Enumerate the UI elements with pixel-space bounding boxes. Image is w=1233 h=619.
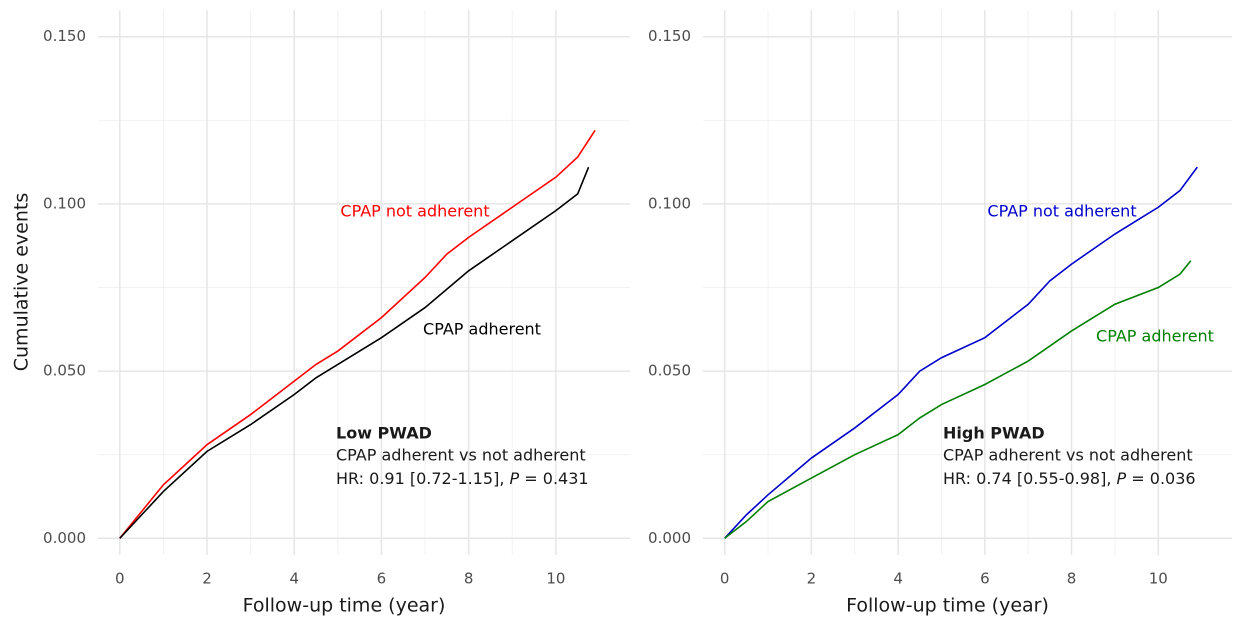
x-tick-label: 8 (1067, 570, 1077, 588)
annotation-title: Low PWAD (336, 424, 432, 443)
y-tick-label: 0.150 (648, 27, 691, 45)
y-tick-label: 0.000 (43, 529, 86, 547)
p-value: = 0.431 (519, 469, 588, 488)
x-tick-label: 4 (289, 570, 299, 588)
y-tick-label: 0.050 (43, 362, 86, 380)
y-tick-label: 0.050 (648, 362, 691, 380)
annotation-line: HR: 0.91 [0.72-1.15], P = 0.431 (336, 469, 589, 488)
hr-text: HR: 0.91 [0.72-1.15], (336, 469, 510, 488)
y-tick-label: 0.150 (43, 27, 86, 45)
annotation-title: High PWAD (943, 424, 1045, 443)
x-tick-label: 0 (115, 570, 125, 588)
hr-text: HR: 0.74 [0.55-0.98], (943, 469, 1117, 488)
series-label: CPAP not adherent (987, 202, 1136, 221)
p-label: P (1117, 469, 1127, 488)
x-tick-label: 6 (980, 570, 990, 588)
y-tick-label: 0.000 (648, 529, 691, 547)
x-tick-label: 8 (464, 570, 474, 588)
p-value: = 0.036 (1126, 469, 1195, 488)
series-label: CPAP adherent (423, 320, 541, 339)
p-label: P (510, 469, 520, 488)
y-axis-title: Cumulative events (11, 193, 33, 372)
line (119, 129, 596, 539)
line (724, 260, 1192, 539)
y-tick-label: 0.100 (43, 194, 86, 212)
x-tick-label: 4 (893, 570, 903, 588)
x-axis-title: Follow-up time (year) (846, 595, 1049, 617)
series-label: CPAP adherent (1096, 327, 1214, 346)
line (119, 166, 590, 539)
x-tick-label: 10 (546, 570, 565, 588)
annotation-line: HR: 0.74 [0.55-0.98], P = 0.036 (943, 469, 1196, 488)
x-tick-label: 2 (807, 570, 817, 588)
x-tick-label: 6 (377, 570, 387, 588)
x-tick-label: 10 (1149, 570, 1168, 588)
annotation-line: CPAP adherent vs not adherent (943, 446, 1193, 465)
x-tick-label: 2 (202, 570, 212, 588)
x-tick-label: 0 (720, 570, 730, 588)
y-tick-label: 0.100 (648, 194, 691, 212)
x-axis-title: Follow-up time (year) (243, 595, 446, 617)
series-label: CPAP not adherent (340, 202, 489, 221)
annotation-line: CPAP adherent vs not adherent (336, 446, 586, 465)
line (724, 166, 1198, 539)
